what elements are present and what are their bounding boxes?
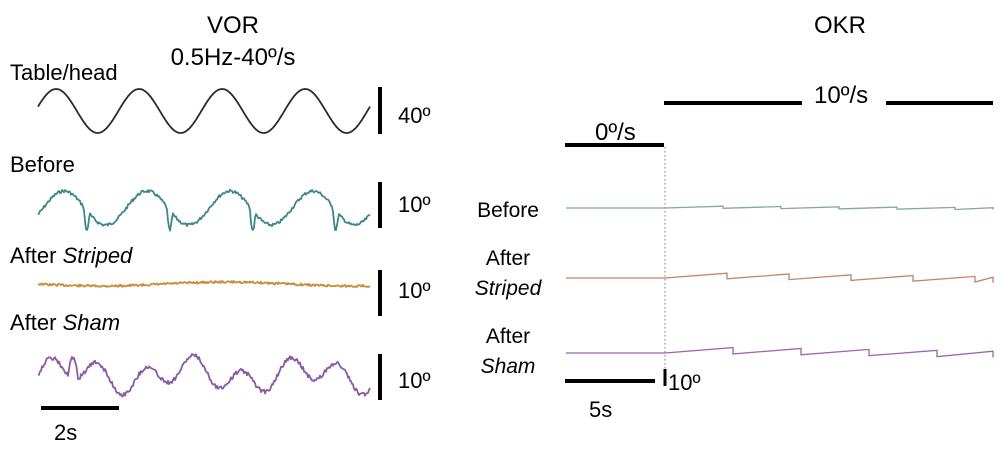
okr-trace-after-striped (566, 272, 994, 283)
vor-trace-label-after-sham: After Sham (10, 310, 120, 335)
vor-scale-label-before: 10º (398, 192, 431, 217)
okr-stimulus-low-label: 0º/s (595, 119, 636, 146)
vor-scale-label-table-head: 40º (398, 103, 431, 128)
okr-trace-after-sham (566, 346, 994, 358)
vor-title: VOR (207, 12, 259, 39)
okr-amp-scale-label: 10º (668, 370, 701, 395)
okr-trace-before (566, 205, 994, 211)
okr-panel: OKR 0º/s 10º/s Before After Striped Afte… (475, 12, 994, 422)
vor-trace-table-head (37, 88, 371, 134)
vor-trace-label-table-head: Table/head (10, 60, 118, 85)
vor-trace-label-before: Before (10, 152, 75, 177)
okr-stimulus-high-label: 10º/s (814, 82, 868, 109)
okr-trace-label-before: Before (477, 199, 539, 222)
okr-title: OKR (814, 12, 866, 39)
vor-time-scale-label: 2s (54, 420, 77, 445)
vor-panel: VOR 0.5Hz-40º/s Table/head 40º Before 10… (10, 12, 431, 445)
vor-scale-label-after-sham: 10º (398, 368, 431, 393)
vor-trace-after-sham (37, 353, 371, 398)
okr-trace-label-after-striped-2: Striped (475, 277, 543, 300)
okr-time-scale-label: 5s (589, 397, 612, 422)
vor-trace-after-striped (37, 280, 371, 288)
vor-stimulus-label: 0.5Hz-40º/s (171, 44, 296, 71)
okr-trace-label-after-sham-2: Sham (481, 355, 536, 378)
vor-trace-label-after-striped: After Striped (10, 243, 133, 268)
okr-trace-label-after-striped-1: After (486, 247, 530, 270)
vor-trace-before (37, 188, 371, 232)
okr-trace-label-after-sham-1: After (486, 325, 530, 348)
vor-scale-label-after-striped: 10º (398, 278, 431, 303)
